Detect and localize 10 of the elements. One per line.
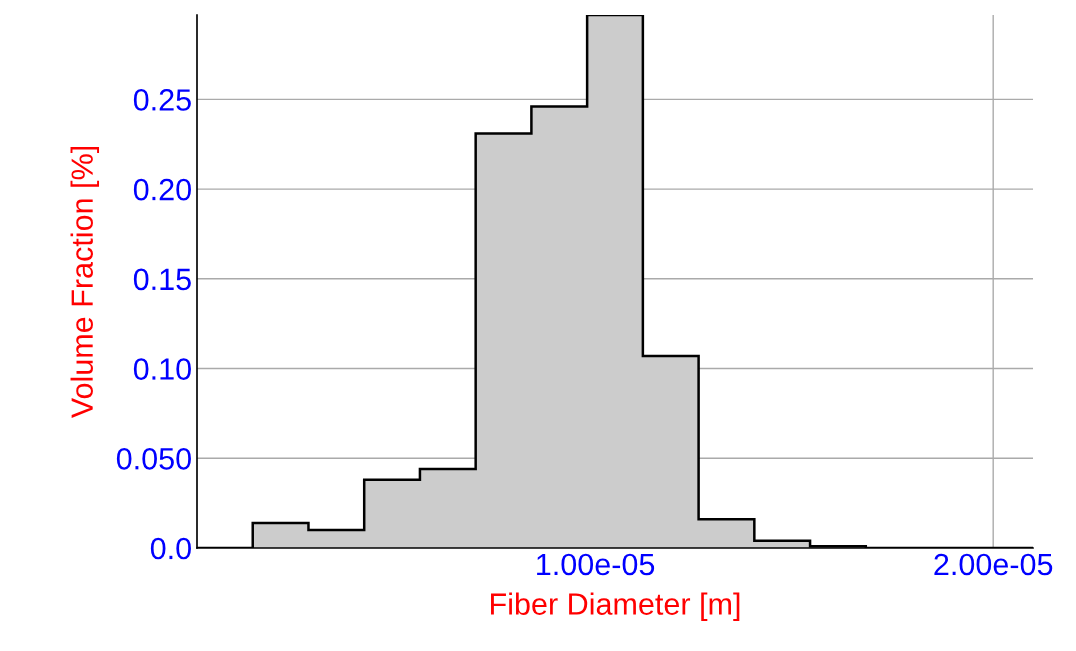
y-tick-label: 0.15 xyxy=(133,268,191,291)
y-tick-label: 0.050 xyxy=(116,448,191,470)
x-tick-label: 2.00e-05 xyxy=(934,553,1053,576)
y-tick-label: 0.10 xyxy=(133,358,191,380)
y-tick-label: 0.0 xyxy=(150,537,191,560)
y-tick-label: 0.25 xyxy=(133,89,191,111)
y-tick-label: 0.20 xyxy=(133,178,191,201)
x-axis-title: Fiber Diameter [m] xyxy=(491,592,740,621)
x-tick-label: 1.00e-05 xyxy=(537,553,655,576)
y-axis-title: Volume Fraction [%] xyxy=(70,146,100,419)
